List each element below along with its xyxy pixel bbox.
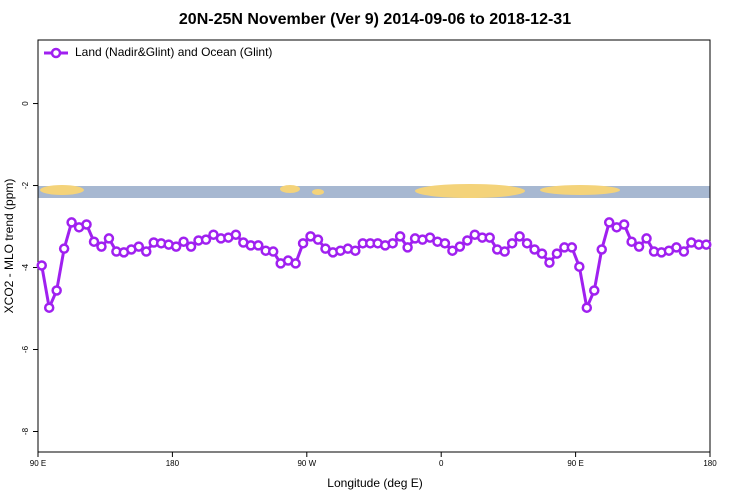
point (141, 246, 152, 257)
point (671, 242, 682, 253)
x-tick-label: 90 E (30, 459, 46, 468)
y-axis-label: XCO2 - MLO trend (ppm) (2, 179, 16, 314)
x-tick-label: 180 (166, 459, 180, 468)
y-tick-label: -8 (21, 427, 30, 435)
legend-marker (50, 47, 62, 59)
point (439, 238, 451, 249)
point (267, 246, 279, 257)
point (312, 234, 324, 245)
legend-label: Land (Nadir&Glint) and Ocean (Glint) (75, 45, 272, 59)
point (66, 217, 77, 228)
x-tick-label: 90 W (297, 459, 316, 468)
point (633, 241, 645, 252)
point (394, 231, 406, 242)
y-tick-label: -6 (21, 345, 30, 353)
point (230, 229, 242, 240)
point (350, 245, 361, 256)
x-tick-label: 0 (439, 459, 444, 468)
point (133, 241, 145, 252)
point (641, 233, 652, 244)
x-axis-label: Longitude (deg E) (327, 476, 422, 490)
point (51, 285, 62, 296)
map-strip (38, 184, 710, 198)
point (36, 260, 47, 271)
point (603, 217, 615, 228)
point (424, 232, 436, 243)
point (574, 261, 585, 272)
point (170, 241, 182, 252)
point (290, 258, 301, 269)
point (701, 239, 712, 250)
point (678, 246, 690, 257)
point (484, 232, 495, 243)
point (253, 240, 264, 251)
x-tick-label: 180 (703, 459, 717, 468)
point (529, 244, 540, 255)
point (514, 231, 525, 242)
point (521, 238, 533, 249)
point (103, 233, 115, 244)
point (454, 241, 466, 252)
point (81, 219, 92, 230)
point (88, 236, 100, 247)
point (297, 238, 309, 249)
point (581, 302, 593, 313)
y-tick-label: -4 (21, 263, 30, 271)
y-tick-label: -2 (21, 181, 30, 189)
point (96, 241, 107, 252)
point (566, 242, 578, 253)
y-tick-label: 0 (21, 101, 30, 106)
point (200, 234, 212, 245)
point (499, 246, 510, 257)
series-line (40, 220, 707, 313)
point (618, 219, 630, 230)
point (58, 243, 70, 254)
chart-title: 20N-25N November (Ver 9) 2014-09-06 to 2… (179, 11, 571, 28)
point (402, 242, 413, 253)
point (462, 235, 473, 246)
x-tick-label: 90 E (567, 459, 583, 468)
point (551, 248, 563, 259)
point (596, 244, 607, 255)
point (536, 248, 548, 259)
point (544, 257, 555, 268)
point (447, 245, 458, 256)
point (387, 238, 398, 249)
point (506, 238, 518, 249)
point (185, 241, 197, 252)
point (178, 236, 189, 247)
point (626, 236, 637, 247)
point (589, 285, 600, 296)
point (43, 302, 55, 313)
